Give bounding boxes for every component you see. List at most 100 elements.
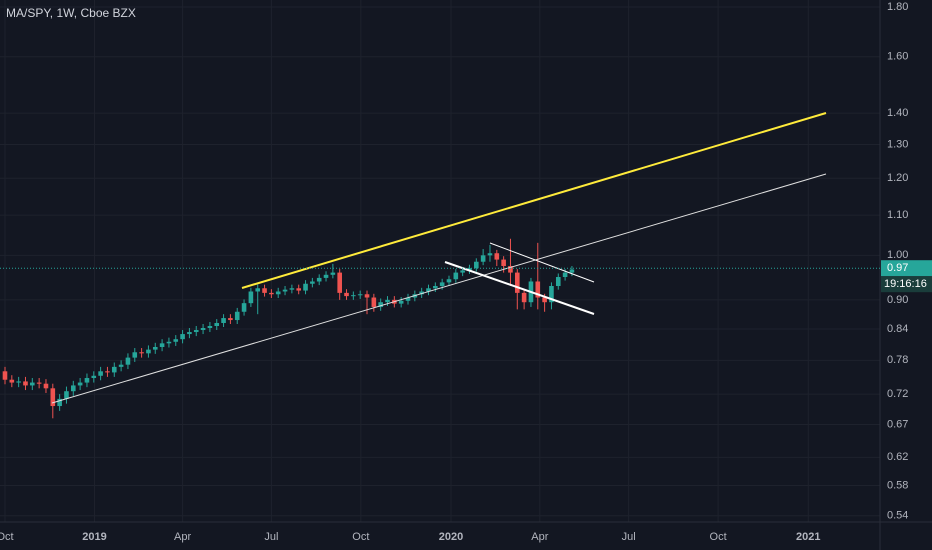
candle-body xyxy=(303,283,308,291)
candle-body xyxy=(351,295,356,297)
candle-body xyxy=(43,383,49,389)
drawings xyxy=(51,112,827,404)
candle-body xyxy=(91,375,97,379)
x-tick-label: Apr xyxy=(174,531,191,543)
candle-body xyxy=(111,366,117,373)
candle-body xyxy=(152,346,158,350)
candle-body xyxy=(255,288,261,292)
x-tick-label: Oct xyxy=(352,531,369,543)
countdown-label: 19:16:16 xyxy=(884,278,927,290)
y-tick-label: 1.00 xyxy=(887,249,908,261)
y-tick-label: 1.30 xyxy=(887,138,908,150)
candle-body xyxy=(542,297,547,303)
candle-body xyxy=(282,289,288,292)
candle-body xyxy=(494,253,500,260)
trend-line xyxy=(51,173,827,404)
y-tick-label: 0.54 xyxy=(887,510,908,522)
last-price-label: 0.97 xyxy=(887,262,908,274)
candle-body xyxy=(36,382,42,384)
y-tick-label: 0.62 xyxy=(887,451,908,463)
candle-body xyxy=(262,288,267,293)
candle-body xyxy=(50,388,56,407)
candle-body xyxy=(70,385,76,392)
candle-body xyxy=(371,297,377,307)
candle-body xyxy=(398,300,404,304)
candle-body xyxy=(344,292,349,297)
candle-body xyxy=(166,341,172,344)
candle-body xyxy=(241,303,247,312)
y-tick-label: 1.60 xyxy=(887,51,908,63)
candle-body xyxy=(275,291,281,295)
candle-body xyxy=(555,277,561,287)
candle-body xyxy=(426,288,431,292)
candle-body xyxy=(419,291,424,295)
y-tick-label: 0.90 xyxy=(887,294,908,306)
candle-body xyxy=(521,292,527,303)
candle-body xyxy=(460,270,465,273)
candle-body xyxy=(200,328,206,331)
candle-body xyxy=(16,381,21,383)
candle-body xyxy=(57,398,62,407)
y-tick-label: 0.58 xyxy=(887,479,908,491)
candle-body xyxy=(173,339,179,342)
candle-body xyxy=(77,382,83,386)
candle-body xyxy=(508,266,513,273)
x-tick-label: Apr xyxy=(531,531,548,543)
candle-body xyxy=(405,297,411,301)
candle-body xyxy=(364,294,370,298)
candle-body xyxy=(214,323,220,327)
candle-body xyxy=(385,299,390,303)
candle-body xyxy=(487,253,493,256)
candle-body xyxy=(296,288,302,291)
candle-body xyxy=(105,371,110,373)
candle-body xyxy=(221,318,226,324)
x-tick-label: Jul xyxy=(622,531,636,543)
candle-body xyxy=(549,286,554,303)
candle-body xyxy=(248,291,254,304)
candle-body xyxy=(357,294,363,296)
y-tick-label: 1.40 xyxy=(887,107,908,119)
candle-body xyxy=(323,274,329,278)
candle-body xyxy=(474,261,479,269)
candle-body xyxy=(9,379,15,383)
candle-body xyxy=(84,378,90,383)
y-tick-label: 1.20 xyxy=(887,172,908,184)
candle-body xyxy=(269,292,274,295)
candle-body xyxy=(480,255,486,262)
candle-body xyxy=(467,268,472,271)
candle-body xyxy=(228,318,233,321)
candle-body xyxy=(132,352,138,358)
x-tick-label: Oct xyxy=(710,531,727,543)
candle-body xyxy=(193,330,199,333)
trend-line xyxy=(241,112,827,289)
grid xyxy=(0,0,880,522)
x-tick-label: Oct xyxy=(0,531,14,543)
candle-body xyxy=(98,371,103,376)
candle-body xyxy=(453,272,459,280)
candle-body xyxy=(316,277,322,282)
candle-body xyxy=(187,332,192,335)
y-tick-label: 0.78 xyxy=(887,354,908,366)
chart-title: MA/SPY, 1W, Cboe BZX xyxy=(6,6,136,20)
y-tick-label: 1.80 xyxy=(887,1,908,13)
x-tick-label: 2021 xyxy=(796,531,820,543)
y-tick-label: 0.72 xyxy=(887,388,908,400)
candle-body xyxy=(310,281,315,284)
candle-body xyxy=(289,288,295,290)
candle-body xyxy=(23,381,28,386)
candle-body xyxy=(159,343,165,347)
x-tick-label: Jul xyxy=(264,531,278,543)
candle-body xyxy=(501,259,506,267)
candle-body xyxy=(378,302,383,307)
candle-body xyxy=(146,349,151,354)
channel-line xyxy=(489,242,595,283)
candle-body xyxy=(118,364,124,367)
channel-line xyxy=(444,261,595,315)
candle-body xyxy=(569,269,575,273)
candle-body xyxy=(180,334,185,340)
candle-body xyxy=(535,281,541,298)
y-tick-label: 1.10 xyxy=(887,209,908,221)
candle-body xyxy=(139,352,144,354)
